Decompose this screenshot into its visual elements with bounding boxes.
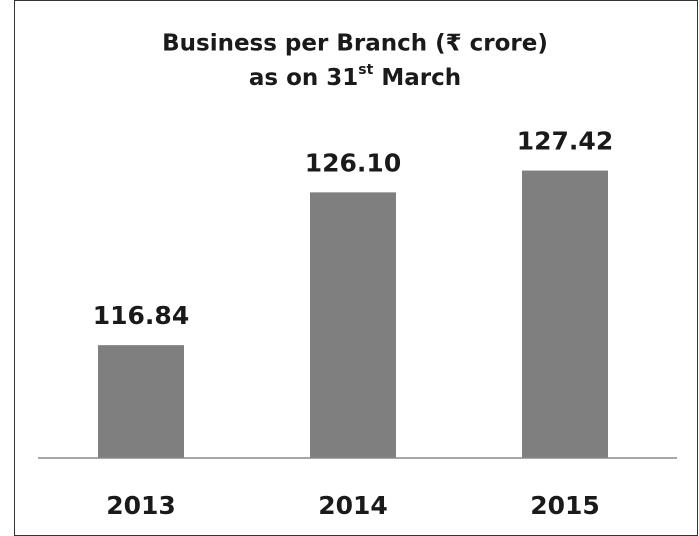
bar <box>310 192 396 458</box>
x-tick-label: 2015 <box>530 491 600 520</box>
subtitle-part: March <box>373 65 461 91</box>
chart-subtitle: as on 31st March <box>249 62 461 91</box>
value-label: 126.10 <box>305 148 401 177</box>
value-label: 116.84 <box>93 301 189 330</box>
subtitle-superscript: st <box>358 62 373 78</box>
bar <box>522 170 608 458</box>
value-label: 127.42 <box>517 127 613 156</box>
x-tick-label: 2013 <box>106 491 176 520</box>
subtitle-part: as on 31 <box>249 65 358 91</box>
bar <box>98 345 184 458</box>
x-tick-label: 2014 <box>318 491 388 520</box>
chart-title: Business per Branch (₹ crore) <box>162 31 548 57</box>
